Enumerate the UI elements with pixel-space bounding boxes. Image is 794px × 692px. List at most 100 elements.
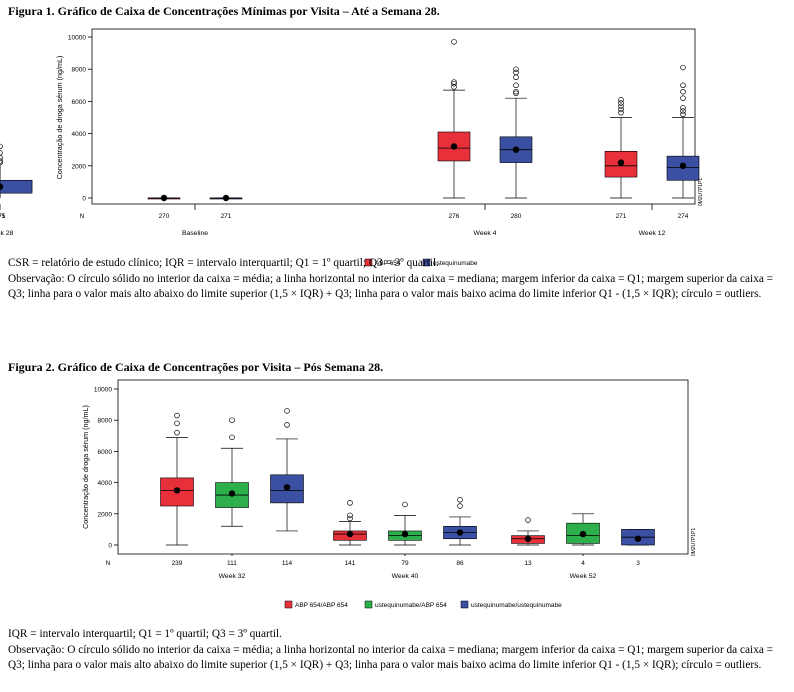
outlier-circle [347, 515, 353, 522]
mean-dot [579, 530, 587, 538]
outlier-circle [284, 408, 290, 414]
outlier-circle [513, 82, 519, 89]
mean-dot [228, 490, 236, 497]
n-value: 86 [456, 560, 464, 567]
figure1-title: Figura 1. Gráfico de Caixa de Concentraç… [8, 4, 440, 18]
outlier-circle [680, 64, 686, 71]
outlier-circle [451, 79, 457, 85]
y-tick-label: 10000 [94, 387, 112, 394]
outlier-circle [513, 66, 519, 72]
n-value: 271 [221, 213, 232, 220]
legend-swatch [284, 600, 293, 609]
outlier-circle [284, 422, 290, 428]
outlier-circle [347, 512, 353, 519]
mean-dot [173, 487, 181, 494]
outlier-circle [618, 100, 624, 106]
n-row-label: N [80, 213, 85, 220]
y-tick-label: 8000 [72, 67, 87, 74]
mean-dot [401, 530, 409, 538]
outlier-circle [618, 106, 624, 113]
n-value: 270 [159, 213, 170, 220]
x-category-label: Week 40 [392, 573, 419, 580]
n-value: 3 [636, 560, 640, 567]
outlier-circle [457, 497, 463, 503]
x-category-label: Week 52 [570, 573, 597, 580]
outlier-circle [680, 88, 686, 95]
mean-dot [450, 143, 458, 150]
outlier-circle [680, 108, 686, 114]
n-value: 141 [345, 560, 356, 567]
figure2-footnote-observation: Observação: O círculo sólido no interior… [8, 643, 774, 672]
y-tick-label: 0 [108, 543, 112, 550]
figure2-title: Figura 2. Gráfico de Caixa de Concentraç… [8, 360, 384, 374]
mean-dot [634, 535, 642, 542]
n-value: 111 [227, 560, 237, 567]
mean-dot [524, 535, 532, 542]
n-value: 271 [0, 213, 6, 220]
legend-label: ABP 654 [375, 260, 401, 267]
outlier-circle [618, 109, 624, 116]
x-category-label: Week 4 [474, 230, 497, 237]
box [604, 151, 638, 178]
figure2-notes: IQR = intervalo interquartil; Q1 = 1º qu… [8, 627, 780, 674]
n-value: 280 [511, 213, 522, 220]
y-axis-label: Concentração de droga sérum (ng/mL) [55, 56, 64, 180]
outlier-circle [0, 150, 3, 156]
legend-swatch [364, 258, 373, 267]
legend-label: ustequinumabe/ustequinumabe [471, 602, 562, 609]
n-value: 274 [678, 213, 689, 220]
mean-dot [346, 530, 354, 538]
mean-dot [283, 484, 291, 491]
legend-swatch [364, 600, 373, 609]
figure1-footnote-observation: Observação: O círculo sólido no interior… [8, 272, 774, 301]
outlier-circle [229, 417, 235, 423]
legend-label: ustequinumabe [433, 260, 478, 267]
legend-swatch [422, 258, 431, 267]
side-code: 0M2U7P1P1 [691, 528, 697, 557]
mean-dot [617, 159, 625, 166]
box [0, 179, 33, 194]
n-value: 79 [401, 560, 409, 567]
outlier-circle [680, 82, 686, 89]
n-value: 239 [172, 560, 183, 567]
outlier-circle [618, 97, 624, 103]
legend-label: ABP 654/ABP 654 [295, 602, 348, 609]
x-category-label: Week 12 [639, 230, 666, 237]
legend-swatch [460, 600, 469, 609]
outlier-circle [0, 158, 3, 164]
outlier-circle [513, 69, 519, 76]
outlier-circle [451, 80, 457, 87]
outlier-circle [0, 143, 3, 150]
y-tick-label: 0 [82, 196, 86, 203]
mean-dot [0, 183, 4, 190]
outlier-circle [680, 111, 686, 118]
mean-dot [222, 194, 230, 202]
n-value: 4 [581, 560, 585, 567]
x-category-label: Week 28 [0, 230, 14, 237]
plot-frame [91, 28, 696, 205]
outlier-circle [513, 88, 519, 95]
y-tick-label: 2000 [72, 163, 87, 170]
outlier-circle [229, 434, 235, 441]
y-axis-label: Concentração de droga sérum (ng/mL) [81, 405, 90, 529]
mean-dot [679, 162, 687, 169]
outlier-circle [680, 105, 686, 111]
outlier-circle [618, 103, 624, 109]
figure1-boxplot: 0 2000 4000 6000 8000 10000 Concentração de dr… [0, 28, 704, 267]
y-tick-label: 2000 [98, 511, 113, 518]
n-value: 13 [524, 560, 532, 567]
y-tick-label: 4000 [72, 131, 87, 138]
outlier-circle [451, 39, 457, 45]
outlier-circle [402, 501, 408, 508]
y-tick-label: 6000 [72, 99, 87, 106]
x-category-label: Baseline [182, 230, 208, 237]
n-value: 276 [449, 213, 460, 220]
outlier-circle [513, 90, 519, 97]
mean-dot [512, 146, 520, 153]
n-row-label: N [106, 560, 111, 567]
outlier-circle [0, 155, 3, 161]
outlier-circle [525, 517, 531, 523]
legend-label: ustequinumabe/ABP 654 [375, 602, 447, 609]
y-tick-label: 8000 [98, 418, 113, 425]
n-value: 271 [616, 213, 627, 220]
